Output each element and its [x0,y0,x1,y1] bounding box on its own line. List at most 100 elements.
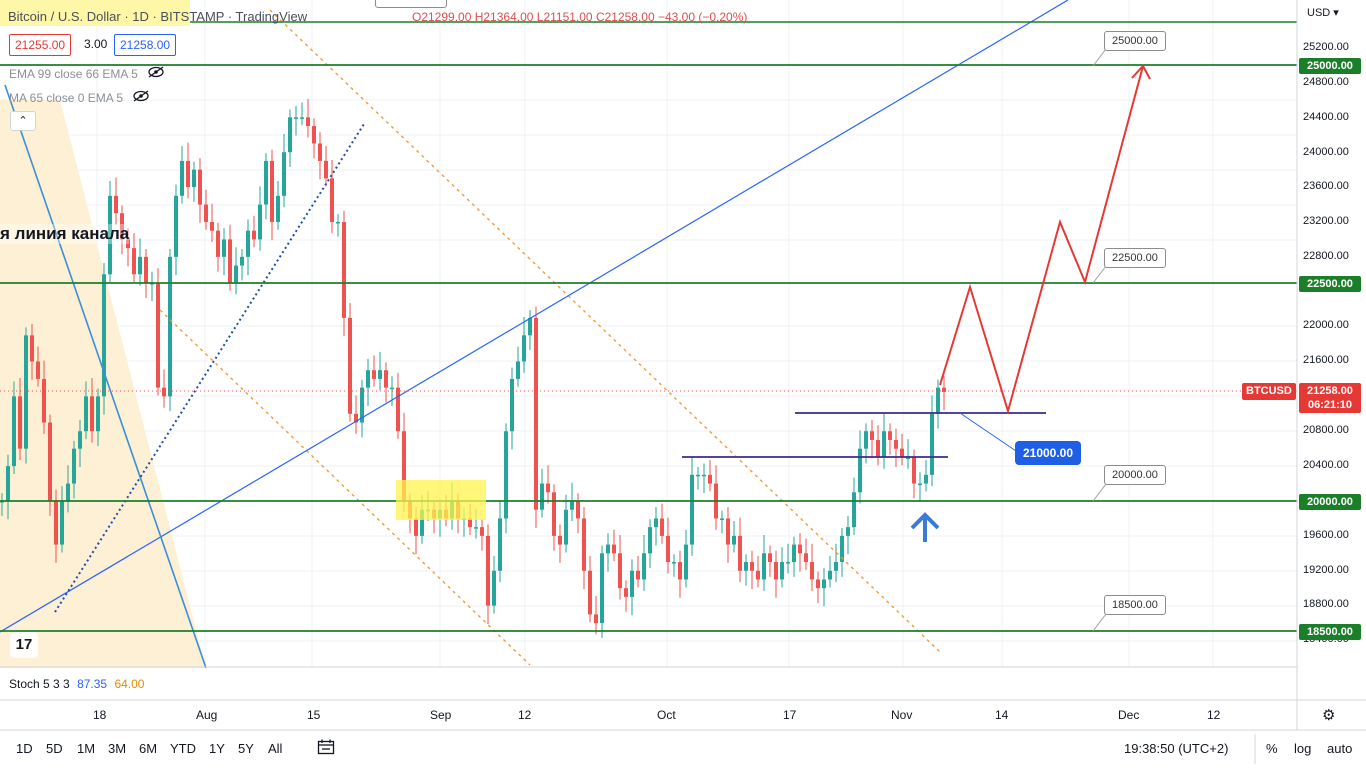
range-button-5d[interactable]: 5D [46,741,63,756]
time-axis-label: 18 [93,708,107,722]
candle-body [564,509,568,545]
price-scale-label: 19600.00 [1303,529,1349,541]
candle-body [252,230,256,240]
candle-body [384,370,388,388]
note-18500[interactable]: 18500.00 [1104,595,1166,615]
indicator-ma-legend[interactable]: MA 65 close 0 EMA 5 [9,90,150,105]
candle-body [822,579,826,589]
candle-body [84,396,88,432]
settings-gear-icon[interactable]: ⚙ [1322,707,1336,724]
indicator-ema-label: EMA 99 close 66 EMA 5 [9,67,138,81]
candle-body [942,387,946,392]
price-scale-label: 19200.00 [1303,564,1349,576]
candle-body [90,396,94,432]
currency-selector[interactable]: USD ▾ [1307,7,1339,19]
candle-body [684,544,688,580]
note-25000[interactable]: 25000.00 [1104,31,1166,51]
candle-body [288,117,292,153]
range-button-all[interactable]: All [268,741,283,756]
candle-body [900,448,904,458]
note-20000[interactable]: 20000.00 [1104,465,1166,485]
candle-body [240,256,244,266]
bid-price[interactable]: 21255.00 [9,34,72,56]
candle-body [30,335,34,362]
candle-body [174,195,178,257]
clock-timezone[interactable]: 19:38:50 (UTC+2) [1124,741,1229,756]
candle-body [720,518,724,520]
candle-body [480,527,484,536]
candle-body [18,396,22,449]
candle-body [6,466,10,501]
ask-price[interactable]: 21258.00 [114,34,177,56]
eye-off-icon[interactable] [147,66,165,81]
candle-body [552,492,556,536]
trendline-dotted [54,123,365,613]
price-scale-label: 22800.00 [1303,250,1349,262]
candle-body [846,527,850,536]
range-button-5y[interactable]: 5Y [238,741,254,756]
range-button-6m[interactable]: 6M [139,741,158,756]
channel-annotation[interactable]: я линия канала [0,224,130,244]
level-tag-20000: 20000.00 [1299,494,1361,510]
candle-body [324,160,328,179]
candle-body [510,378,514,432]
collapse-legend-button[interactable]: ⌃ [10,111,36,131]
range-button-ytd[interactable]: YTD [170,741,196,756]
candle-body [648,527,652,554]
highlight-box [396,480,486,520]
candle-body [114,195,118,214]
note-21000[interactable]: 21000.00 [1015,441,1081,465]
eye-off-icon[interactable] [132,90,150,105]
candle-body [270,160,274,222]
candle-body [798,544,802,554]
candle-body [192,169,196,188]
price-scale-label: 24400.00 [1303,111,1349,123]
candle-body [498,518,502,571]
range-button-1m[interactable]: 1M [77,741,96,756]
candle-body [660,518,664,536]
candle-body [474,527,478,529]
candle-body [882,431,886,458]
log-scale-toggle[interactable]: log [1294,741,1312,756]
candle-body [630,570,634,597]
indicator-ema-legend[interactable]: EMA 99 close 66 EMA 5 [9,66,165,81]
candle-body [732,535,736,545]
calendar-range-icon[interactable] [317,739,335,760]
channel-line-lower [159,309,531,666]
stoch-legend[interactable]: Stoch 5 3 3 87.35 64.00 [9,677,144,691]
range-button-1d[interactable]: 1D [16,741,33,756]
candle-body [96,396,100,432]
candle-body [246,230,250,257]
chevron-down-icon: ▾ [1333,7,1339,19]
candle-body [180,160,184,196]
note-22500[interactable]: 22500.00 [1104,248,1166,268]
percent-scale-toggle[interactable]: % [1266,741,1278,756]
candle-body [546,483,550,493]
candle-body [606,544,610,554]
candle-body [690,474,694,545]
candle-body [378,370,382,379]
candle-body [294,117,298,119]
price-scale-label: 23600.00 [1303,180,1349,192]
tradingview-logo[interactable]: 17 [10,632,38,658]
candle-body [888,431,892,440]
candle-body [678,562,682,580]
candle-body [540,483,544,510]
price-scale-label: 24000.00 [1303,146,1349,158]
forecast-path [939,65,1144,415]
candle-body [342,221,346,318]
price-scale-label: 20800.00 [1303,424,1349,436]
auto-scale-toggle[interactable]: auto [1327,741,1353,756]
candle-body [204,204,208,222]
candle-body [672,562,676,564]
last-price-value: 21258.00 [1307,385,1353,397]
forecast-arrowhead [1131,64,1151,80]
range-button-1y[interactable]: 1Y [209,741,225,756]
time-axis-label: 14 [995,708,1009,722]
candle-body [918,483,922,486]
range-button-3m[interactable]: 3M [108,741,127,756]
candle-body [828,570,832,580]
candle-body [120,213,124,240]
price-scale-label: 18800.00 [1303,598,1349,610]
